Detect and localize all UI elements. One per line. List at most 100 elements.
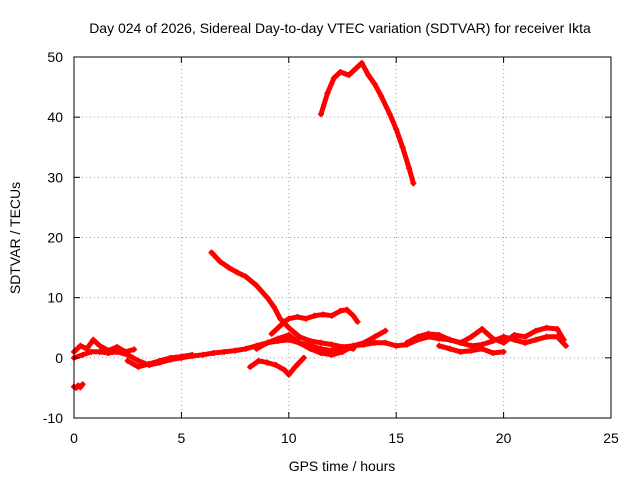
x-tick-label: 0: [70, 430, 78, 446]
data-point: [277, 315, 284, 322]
data-point: [210, 350, 217, 357]
data-point: [554, 325, 561, 332]
data-point: [337, 69, 344, 76]
data-point: [393, 126, 400, 133]
y-axis: -10 0 10 20 30 40 50: [43, 49, 611, 426]
data-point: [468, 333, 475, 340]
data-point: [255, 357, 262, 364]
data-point: [285, 371, 292, 378]
data-point: [79, 351, 86, 358]
data-point: [489, 350, 496, 357]
data-point: [562, 342, 569, 349]
series-arc-9: [403, 324, 567, 346]
data-point: [113, 348, 120, 355]
data-point: [318, 111, 325, 118]
data-point: [403, 339, 410, 346]
data-point: [242, 345, 249, 352]
data-point: [328, 341, 335, 348]
series-arc-8: [247, 354, 307, 378]
series-arc-7: [253, 327, 389, 358]
data-point: [436, 342, 443, 349]
data-point: [253, 282, 260, 289]
data-point: [275, 324, 282, 331]
data-point: [543, 333, 550, 340]
data-point: [217, 258, 224, 265]
data-point: [360, 339, 367, 346]
data-point: [285, 315, 292, 322]
data-point: [135, 357, 142, 364]
data-point: [320, 311, 327, 318]
data-point: [77, 384, 84, 391]
data-point: [358, 60, 365, 67]
data-point: [457, 348, 464, 355]
data-point: [406, 165, 413, 172]
data-point: [468, 347, 475, 354]
data-point: [296, 339, 303, 346]
data-point: [489, 335, 496, 342]
data-point: [382, 339, 389, 346]
data-point: [318, 339, 325, 346]
y-tick-label: 30: [47, 169, 63, 185]
data-point: [264, 294, 271, 301]
data-point: [90, 336, 97, 343]
data-point: [522, 333, 529, 340]
data-point: [281, 366, 288, 373]
data-point: [365, 72, 372, 79]
data-point: [307, 337, 314, 344]
data-point: [318, 350, 325, 357]
data-point: [479, 325, 486, 332]
data-point: [446, 345, 453, 352]
data-point: [178, 353, 185, 360]
data-point: [307, 345, 314, 352]
data-point: [294, 313, 301, 320]
x-tick-label: 15: [388, 430, 404, 446]
series-line: [404, 325, 567, 346]
data-point: [105, 350, 112, 357]
data-point: [386, 111, 393, 118]
data-point: [328, 312, 335, 319]
x-axis-label: GPS time / hours: [289, 458, 396, 474]
data-point: [371, 81, 378, 88]
data-point: [511, 331, 518, 338]
data-point: [532, 336, 539, 343]
data-point: [253, 345, 260, 352]
y-tick-label: 0: [55, 350, 63, 366]
data-point: [560, 336, 567, 343]
series-layer: [71, 60, 569, 391]
data-point: [436, 331, 443, 338]
series-arc-6: [268, 306, 361, 337]
data-point: [79, 381, 86, 388]
data-point: [124, 357, 131, 364]
y-tick-label: 20: [47, 230, 63, 246]
chart-title: Day 024 of 2026, Sidereal Day-to-day VTE…: [89, 20, 591, 36]
data-point: [281, 318, 288, 325]
data-point: [77, 342, 84, 349]
data-point: [232, 347, 239, 354]
x-tick-label: 5: [178, 430, 186, 446]
data-point: [146, 360, 153, 367]
y-tick-label: 50: [47, 49, 63, 65]
data-point: [500, 348, 507, 355]
data-point: [479, 345, 486, 352]
data-point: [343, 306, 350, 313]
data-point: [268, 330, 275, 337]
series-arc-2: [71, 336, 138, 355]
y-tick-label: 40: [47, 109, 63, 125]
data-point: [399, 144, 406, 151]
data-point: [302, 315, 309, 322]
data-point: [247, 363, 254, 370]
data-point: [285, 331, 292, 338]
data-point: [264, 359, 271, 366]
data-point: [96, 342, 103, 349]
data-point: [270, 303, 277, 310]
data-point: [225, 264, 232, 271]
data-point: [272, 362, 279, 369]
data-point: [522, 339, 529, 346]
x-tick-label: 10: [281, 430, 297, 446]
data-point: [156, 357, 163, 364]
data-point: [371, 339, 378, 346]
data-point: [414, 333, 421, 340]
y-tick-label: -10: [43, 410, 63, 426]
data-point: [324, 90, 331, 97]
